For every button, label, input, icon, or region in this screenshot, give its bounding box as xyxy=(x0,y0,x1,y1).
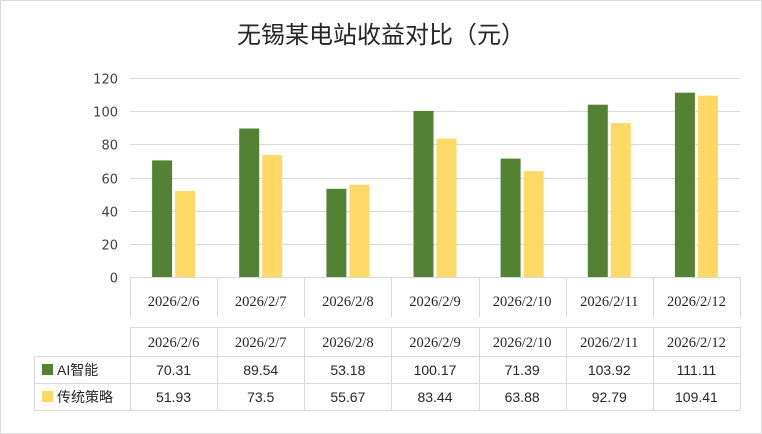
table-header-cell: 2026/2/9 xyxy=(409,335,461,351)
legend-label-traditional: 传统策略 xyxy=(57,389,113,405)
x-tick-label: 2026/2/6 xyxy=(148,294,200,310)
data-label: 53.18 xyxy=(330,362,365,378)
legend-swatch-traditional xyxy=(42,391,53,402)
data-label: 100.17 xyxy=(414,362,457,378)
data-label: 83.44 xyxy=(417,389,452,405)
data-label: 111.11 xyxy=(677,362,717,378)
gridlines xyxy=(130,78,740,278)
x-tick-label: 2026/2/8 xyxy=(322,294,374,310)
bar-traditional xyxy=(697,95,718,277)
data-label: 70.31 xyxy=(156,362,191,378)
x-tick-label: 2026/2/12 xyxy=(667,294,726,310)
table-header-cell: 2026/2/6 xyxy=(148,335,200,351)
y-tick-label: 20 xyxy=(101,239,118,254)
chart-title: 无锡某电站收益对比（元） xyxy=(237,21,525,49)
x-tick-label: 2026/2/11 xyxy=(580,294,638,310)
y-tick-label: 40 xyxy=(101,206,118,221)
legend-swatch-ai xyxy=(42,364,53,375)
table-header-cell: 2026/2/8 xyxy=(322,335,374,351)
data-label: 109.41 xyxy=(675,389,718,405)
data-table: 2026/2/6 2026/2/7 2026/2/8 2026/2/9 2026/2/1… xyxy=(34,327,741,411)
bar-traditional xyxy=(262,155,283,277)
y-tick-label: 0 xyxy=(110,272,118,287)
y-tick-label: 100 xyxy=(93,106,118,121)
y-tick-label: 120 xyxy=(93,73,118,88)
y-tick-label: 80 xyxy=(101,139,118,154)
bar-traditional xyxy=(523,171,544,277)
data-label: 51.93 xyxy=(156,389,191,405)
x-tick-label: 2026/2/7 xyxy=(235,294,287,310)
data-label: 73.5 xyxy=(247,389,274,405)
x-axis: 2026/2/6 2026/2/7 2026/2/8 2026/2/9 2026/2/1… xyxy=(130,277,741,317)
table-header-cell: 2026/2/12 xyxy=(667,335,726,351)
data-label: 103.92 xyxy=(588,362,631,378)
bar-ai xyxy=(239,128,260,277)
x-tick-label: 2026/2/10 xyxy=(493,294,552,310)
bars xyxy=(152,92,718,278)
bar-ai xyxy=(674,92,695,277)
table-header-cell: 2026/2/10 xyxy=(493,335,552,351)
bar-traditional xyxy=(349,184,370,277)
bar-traditional xyxy=(175,190,196,277)
bar-ai xyxy=(413,110,434,278)
y-tick-label: 60 xyxy=(101,173,118,188)
data-label: 55.67 xyxy=(330,389,365,405)
legend-label-ai: AI智能 xyxy=(57,362,98,378)
data-label: 63.88 xyxy=(505,389,540,405)
x-tick-label: 2026/2/9 xyxy=(409,294,461,310)
bar-ai xyxy=(152,160,173,277)
data-label: 71.39 xyxy=(505,362,540,378)
bar-ai xyxy=(326,188,347,277)
data-label: 89.54 xyxy=(243,362,278,378)
bar-traditional xyxy=(610,123,631,277)
data-label: 92.79 xyxy=(592,389,627,405)
table-header-cell: 2026/2/11 xyxy=(580,335,638,351)
table-header-cell: 2026/2/7 xyxy=(235,335,287,351)
y-axis-ticks: 0 20 40 60 80 100 120 xyxy=(93,73,118,287)
bar-traditional xyxy=(436,138,457,277)
bar-ai xyxy=(500,158,521,277)
bar-ai xyxy=(587,104,608,277)
